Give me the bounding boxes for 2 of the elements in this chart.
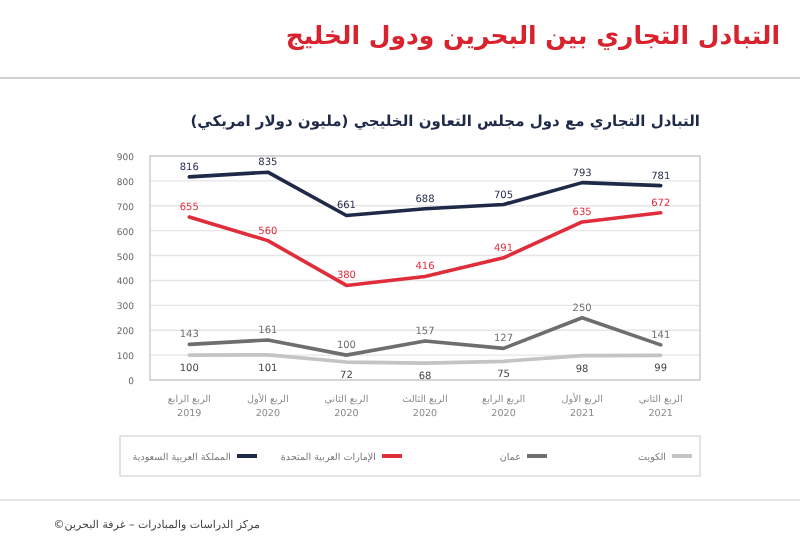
chart-title: التبادل التجاري بين البحرين ودول الخليج xyxy=(285,20,780,52)
line-series xyxy=(187,210,663,288)
